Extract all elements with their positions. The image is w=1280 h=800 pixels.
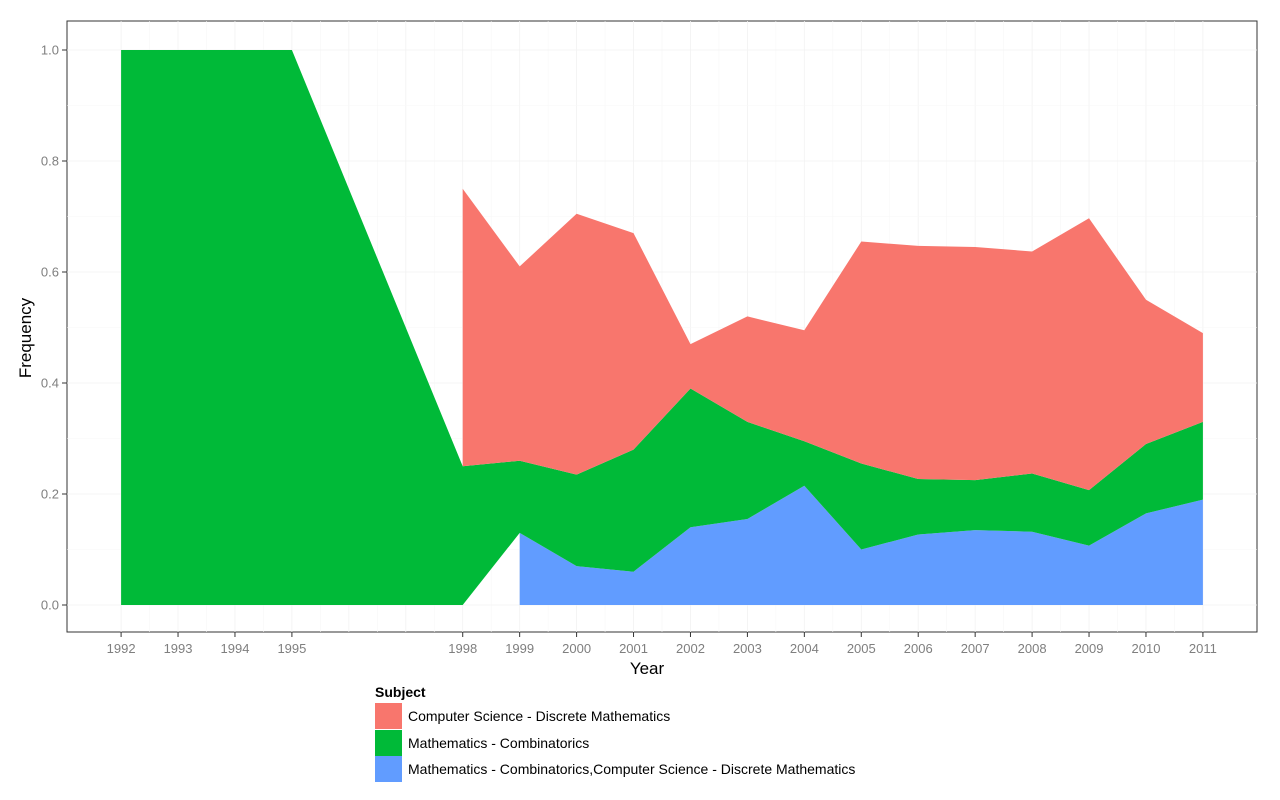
- legend-item-combinatorics-and-cs: Mathematics - Combinatorics,Computer Sci…: [375, 756, 855, 783]
- area-combinatorics: [121, 50, 1203, 605]
- y-tick-label: 0.6: [41, 265, 59, 280]
- y-tick-label: 0.8: [41, 154, 59, 169]
- legend-key-combinatorics: [375, 729, 402, 756]
- x-tick-label: 2002: [676, 641, 705, 656]
- legend-title: Subject: [375, 684, 426, 700]
- x-axis-title: Year: [630, 659, 665, 678]
- x-tick-label: 1999: [505, 641, 534, 656]
- x-tick-label: 2003: [733, 641, 762, 656]
- x-tick-label: 2001: [619, 641, 648, 656]
- x-tick-label: 2004: [790, 641, 819, 656]
- x-tick-label: 2005: [847, 641, 876, 656]
- x-tick-label: 2009: [1075, 641, 1104, 656]
- y-axis-title: Frequency: [16, 297, 35, 378]
- area-combinatorics-and-cs: [519, 485, 1203, 605]
- x-tick-label: 2000: [562, 641, 591, 656]
- legend-item-combinatorics: Mathematics - Combinatorics: [375, 729, 855, 757]
- legend-key-combinatorics-and-cs: [375, 756, 402, 783]
- x-tick-label: 2007: [961, 641, 990, 656]
- area-cs-discrete-math: [462, 188, 1203, 491]
- legend-key-cs-discrete-math: [375, 703, 402, 730]
- y-tick-label: 0.4: [41, 376, 59, 391]
- x-tick-label: 2010: [1132, 641, 1161, 656]
- legend-label-combinatorics: Mathematics - Combinatorics: [408, 734, 590, 751]
- legend-item-cs-discrete-math: Computer Science - Discrete Mathematics: [375, 703, 855, 730]
- x-tick-label: 2006: [904, 641, 933, 656]
- x-tick-label: 1998: [448, 641, 477, 656]
- y-tick-label: 1.0: [41, 43, 59, 58]
- areas: [121, 50, 1203, 605]
- legend-label-cs-discrete-math: Computer Science - Discrete Mathematics: [408, 708, 671, 725]
- ticks: 1992 1993 1994 1995 1998 1999 2000 2001 2002 2003…: [41, 43, 1217, 657]
- x-tick-label: 1994: [221, 641, 250, 656]
- chart: 1992 1993 1994 1995 1998 1999 2000 2001 2002 2003…: [16, 20, 1258, 678]
- x-tick-label: 2011: [1189, 641, 1217, 656]
- x-tick-label: 1993: [164, 641, 193, 656]
- y-tick-label: 0.2: [41, 487, 59, 502]
- y-tick-label: 0.0: [41, 598, 59, 613]
- legend: Subject Computer Science - Discrete Math…: [375, 684, 855, 783]
- legend-label-combinatorics-and-cs: Mathematics - Combinatorics,Computer Sci…: [408, 761, 856, 778]
- x-tick-label: 1992: [107, 641, 136, 656]
- x-tick-label: 1995: [277, 641, 306, 656]
- x-tick-label: 2008: [1018, 641, 1047, 656]
